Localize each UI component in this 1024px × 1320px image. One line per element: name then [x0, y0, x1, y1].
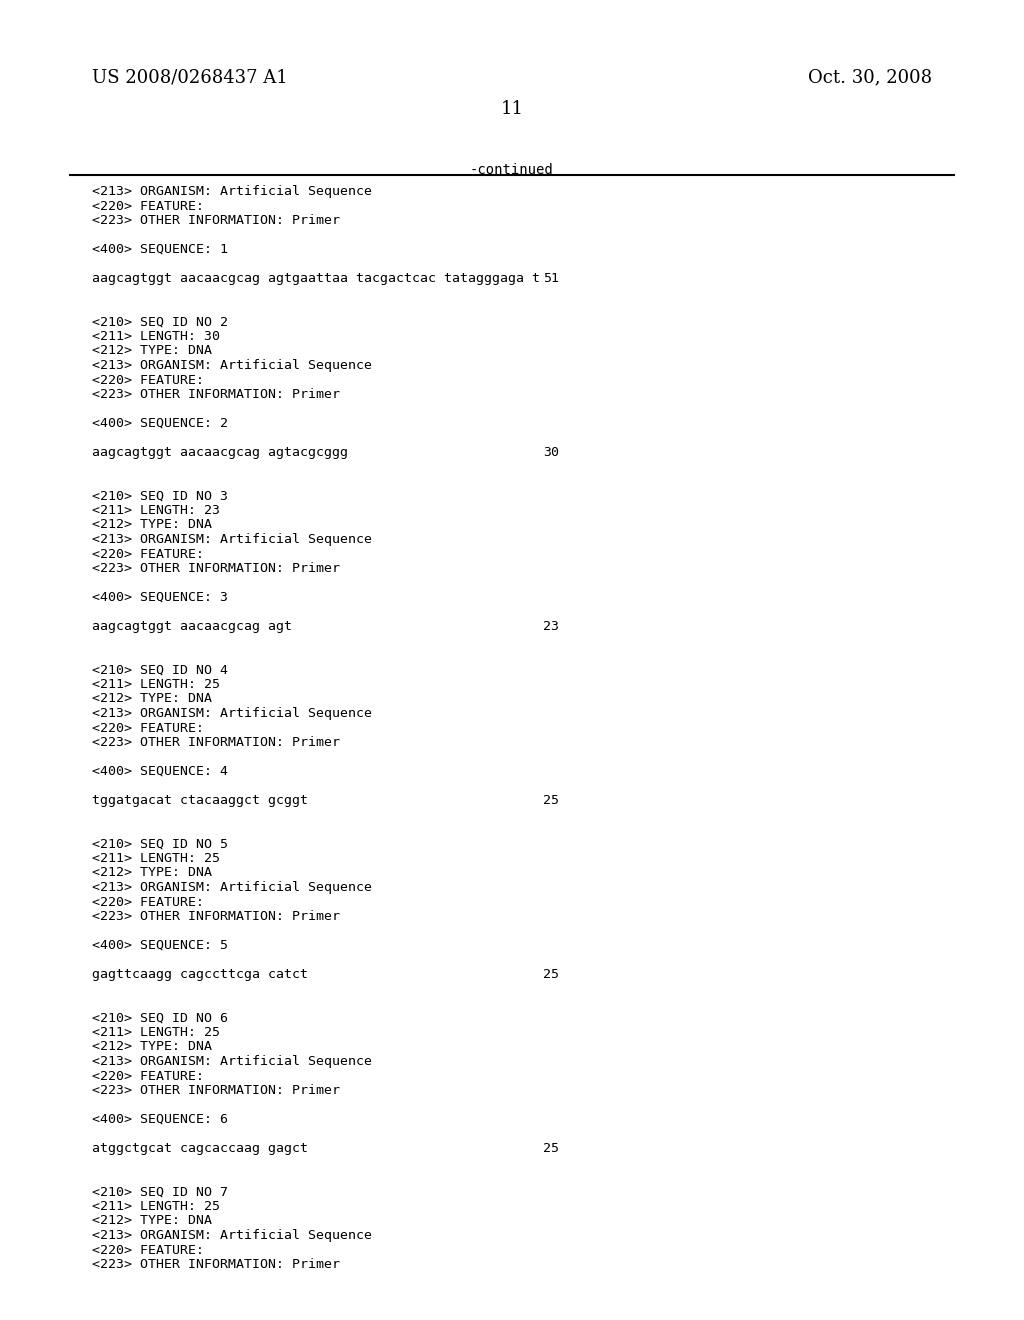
- Text: aagcagtggt aacaacgcag agt: aagcagtggt aacaacgcag agt: [92, 620, 292, 634]
- Text: <212> TYPE: DNA: <212> TYPE: DNA: [92, 866, 212, 879]
- Text: <223> OTHER INFORMATION: Primer: <223> OTHER INFORMATION: Primer: [92, 1084, 340, 1097]
- Text: <210> SEQ ID NO 3: <210> SEQ ID NO 3: [92, 490, 228, 503]
- Text: <212> TYPE: DNA: <212> TYPE: DNA: [92, 1040, 212, 1053]
- Text: <223> OTHER INFORMATION: Primer: <223> OTHER INFORMATION: Primer: [92, 562, 340, 576]
- Text: <223> OTHER INFORMATION: Primer: <223> OTHER INFORMATION: Primer: [92, 388, 340, 401]
- Text: <220> FEATURE:: <220> FEATURE:: [92, 722, 204, 734]
- Text: <220> FEATURE:: <220> FEATURE:: [92, 1069, 204, 1082]
- Text: <212> TYPE: DNA: <212> TYPE: DNA: [92, 519, 212, 532]
- Text: <400> SEQUENCE: 5: <400> SEQUENCE: 5: [92, 939, 228, 952]
- Text: <223> OTHER INFORMATION: Primer: <223> OTHER INFORMATION: Primer: [92, 909, 340, 923]
- Text: <212> TYPE: DNA: <212> TYPE: DNA: [92, 1214, 212, 1228]
- Text: 25: 25: [543, 968, 559, 981]
- Text: <213> ORGANISM: Artificial Sequence: <213> ORGANISM: Artificial Sequence: [92, 359, 372, 372]
- Text: -continued: -continued: [470, 162, 554, 177]
- Text: <223> OTHER INFORMATION: Primer: <223> OTHER INFORMATION: Primer: [92, 214, 340, 227]
- Text: <220> FEATURE:: <220> FEATURE:: [92, 548, 204, 561]
- Text: 51: 51: [543, 272, 559, 285]
- Text: <211> LENGTH: 25: <211> LENGTH: 25: [92, 678, 220, 690]
- Text: <211> LENGTH: 25: <211> LENGTH: 25: [92, 851, 220, 865]
- Text: <210> SEQ ID NO 7: <210> SEQ ID NO 7: [92, 1185, 228, 1199]
- Text: <400> SEQUENCE: 4: <400> SEQUENCE: 4: [92, 766, 228, 777]
- Text: US 2008/0268437 A1: US 2008/0268437 A1: [92, 69, 288, 86]
- Text: <220> FEATURE:: <220> FEATURE:: [92, 374, 204, 387]
- Text: gagttcaagg cagccttcga catct: gagttcaagg cagccttcga catct: [92, 968, 308, 981]
- Text: <220> FEATURE:: <220> FEATURE:: [92, 1243, 204, 1257]
- Text: 11: 11: [501, 100, 523, 117]
- Text: Oct. 30, 2008: Oct. 30, 2008: [808, 69, 932, 86]
- Text: <223> OTHER INFORMATION: Primer: <223> OTHER INFORMATION: Primer: [92, 737, 340, 748]
- Text: 23: 23: [543, 620, 559, 634]
- Text: <213> ORGANISM: Artificial Sequence: <213> ORGANISM: Artificial Sequence: [92, 533, 372, 546]
- Text: <220> FEATURE:: <220> FEATURE:: [92, 199, 204, 213]
- Text: <220> FEATURE:: <220> FEATURE:: [92, 895, 204, 908]
- Text: 25: 25: [543, 795, 559, 807]
- Text: <213> ORGANISM: Artificial Sequence: <213> ORGANISM: Artificial Sequence: [92, 708, 372, 719]
- Text: <210> SEQ ID NO 2: <210> SEQ ID NO 2: [92, 315, 228, 329]
- Text: tggatgacat ctacaaggct gcggt: tggatgacat ctacaaggct gcggt: [92, 795, 308, 807]
- Text: <223> OTHER INFORMATION: Primer: <223> OTHER INFORMATION: Primer: [92, 1258, 340, 1271]
- Text: <211> LENGTH: 30: <211> LENGTH: 30: [92, 330, 220, 343]
- Text: <400> SEQUENCE: 2: <400> SEQUENCE: 2: [92, 417, 228, 430]
- Text: <212> TYPE: DNA: <212> TYPE: DNA: [92, 693, 212, 705]
- Text: <213> ORGANISM: Artificial Sequence: <213> ORGANISM: Artificial Sequence: [92, 1229, 372, 1242]
- Text: 30: 30: [543, 446, 559, 459]
- Text: <212> TYPE: DNA: <212> TYPE: DNA: [92, 345, 212, 358]
- Text: <400> SEQUENCE: 6: <400> SEQUENCE: 6: [92, 1113, 228, 1126]
- Text: <210> SEQ ID NO 6: <210> SEQ ID NO 6: [92, 1011, 228, 1024]
- Text: aagcagtggt aacaacgcag agtgaattaa tacgactcac tatagggaga t: aagcagtggt aacaacgcag agtgaattaa tacgact…: [92, 272, 541, 285]
- Text: <211> LENGTH: 25: <211> LENGTH: 25: [92, 1200, 220, 1213]
- Text: <210> SEQ ID NO 4: <210> SEQ ID NO 4: [92, 664, 228, 676]
- Text: <211> LENGTH: 25: <211> LENGTH: 25: [92, 1026, 220, 1039]
- Text: <210> SEQ ID NO 5: <210> SEQ ID NO 5: [92, 837, 228, 850]
- Text: <213> ORGANISM: Artificial Sequence: <213> ORGANISM: Artificial Sequence: [92, 185, 372, 198]
- Text: <213> ORGANISM: Artificial Sequence: <213> ORGANISM: Artificial Sequence: [92, 880, 372, 894]
- Text: <400> SEQUENCE: 3: <400> SEQUENCE: 3: [92, 591, 228, 605]
- Text: aagcagtggt aacaacgcag agtacgcggg: aagcagtggt aacaacgcag agtacgcggg: [92, 446, 348, 459]
- Text: <211> LENGTH: 23: <211> LENGTH: 23: [92, 504, 220, 517]
- Text: 25: 25: [543, 1142, 559, 1155]
- Text: <400> SEQUENCE: 1: <400> SEQUENCE: 1: [92, 243, 228, 256]
- Text: atggctgcat cagcaccaag gagct: atggctgcat cagcaccaag gagct: [92, 1142, 308, 1155]
- Text: <213> ORGANISM: Artificial Sequence: <213> ORGANISM: Artificial Sequence: [92, 1055, 372, 1068]
